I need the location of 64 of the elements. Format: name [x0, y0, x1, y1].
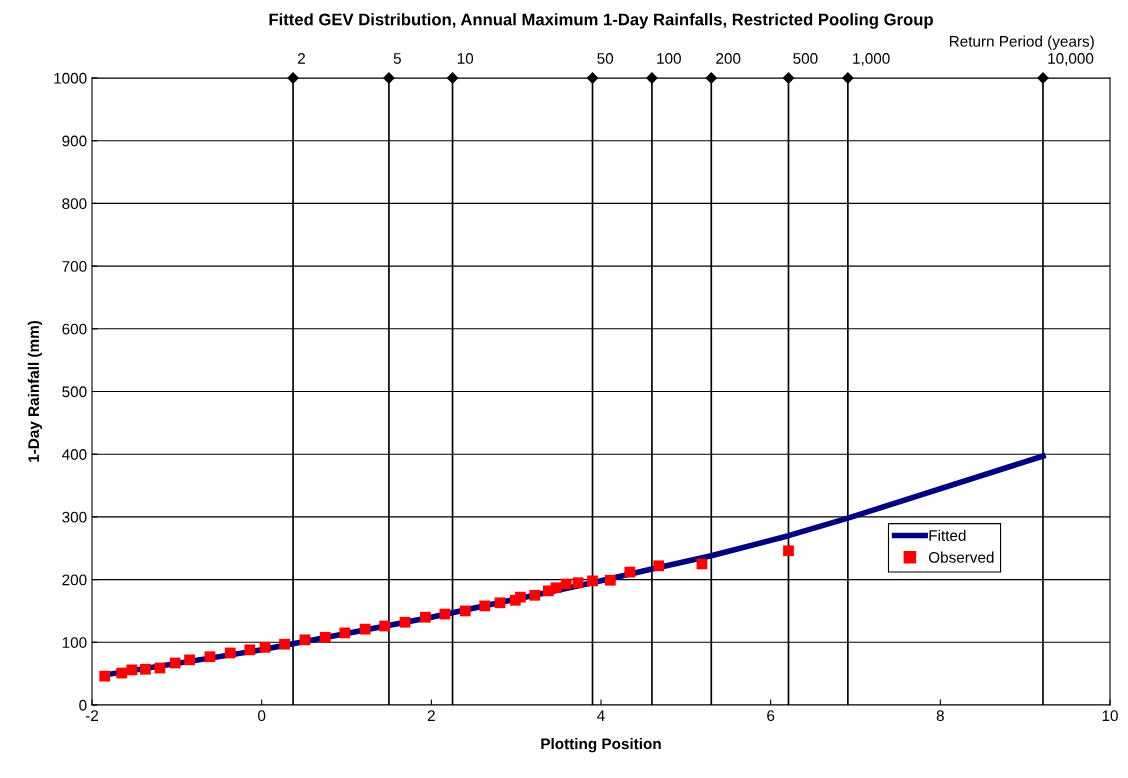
point — [379, 620, 391, 632]
annotation: 100 — [657, 53, 681, 64]
annotation: 5 — [393, 53, 401, 64]
point — [624, 566, 636, 578]
point — [299, 634, 311, 646]
annotation: 1,000 — [853, 53, 890, 66]
point — [99, 670, 111, 682]
point — [459, 605, 471, 617]
point — [560, 578, 572, 590]
y-tick-label: 400 — [62, 449, 87, 460]
y-tick-label: 0 — [79, 699, 87, 711]
legend-label: Observed — [928, 551, 994, 563]
point — [587, 575, 598, 587]
point — [550, 582, 562, 594]
point — [604, 574, 616, 586]
point — [529, 589, 541, 601]
y-tick-label: 200 — [62, 574, 87, 586]
point — [140, 663, 151, 675]
annotation: 200 — [716, 53, 741, 64]
point — [339, 627, 351, 639]
point — [653, 560, 665, 572]
y-tick-label: 100 — [62, 637, 87, 648]
point — [259, 641, 271, 653]
point — [420, 611, 431, 623]
point — [279, 638, 290, 650]
point — [399, 616, 411, 628]
point — [204, 651, 216, 663]
chart-title: Fitted GEV Distribution, Annual Maximum 1-Day Rainfalls, Restricted Pooling Group — [269, 13, 933, 29]
point — [319, 631, 331, 643]
x-tick-label: 2 — [427, 710, 435, 721]
legend-label: Fitted — [929, 529, 966, 541]
x-tick-label: 6 — [767, 710, 775, 722]
y-tick-label: 800 — [62, 198, 87, 210]
point — [244, 644, 256, 656]
annotation: 500 — [793, 53, 818, 64]
point — [479, 600, 491, 612]
x-tick-label: 8 — [936, 710, 944, 722]
point — [359, 623, 371, 635]
point — [169, 657, 181, 669]
y-tick-label: 600 — [62, 323, 87, 335]
annotation: 10,000 — [1048, 53, 1094, 66]
point — [154, 662, 166, 674]
x-axis-title: Plotting Position — [541, 737, 661, 753]
text: Return Period (years) — [949, 35, 1094, 50]
x-tick-label: 10 — [1102, 710, 1118, 722]
y-tick-label: 1000 — [54, 72, 87, 84]
y-tick-label: 900 — [62, 135, 87, 147]
annotation: 10 — [457, 53, 474, 64]
point — [184, 654, 195, 666]
x-tick-label: -2 — [85, 710, 99, 721]
y-tick-label: 700 — [62, 260, 87, 272]
y-axis-title: 1-Day Rainfall (mm) — [27, 320, 43, 462]
point — [783, 545, 794, 557]
x-tick-label: 0 — [258, 710, 266, 722]
annotation: 2 — [297, 53, 305, 64]
point — [494, 597, 506, 609]
point — [572, 577, 584, 589]
annotation: 50 — [597, 53, 614, 64]
y-tick-label: 500 — [62, 386, 87, 398]
point — [126, 664, 138, 676]
point — [224, 647, 236, 659]
x-tick-label: 4 — [597, 710, 605, 721]
point — [515, 591, 526, 603]
y-tick-label: 300 — [62, 511, 87, 523]
